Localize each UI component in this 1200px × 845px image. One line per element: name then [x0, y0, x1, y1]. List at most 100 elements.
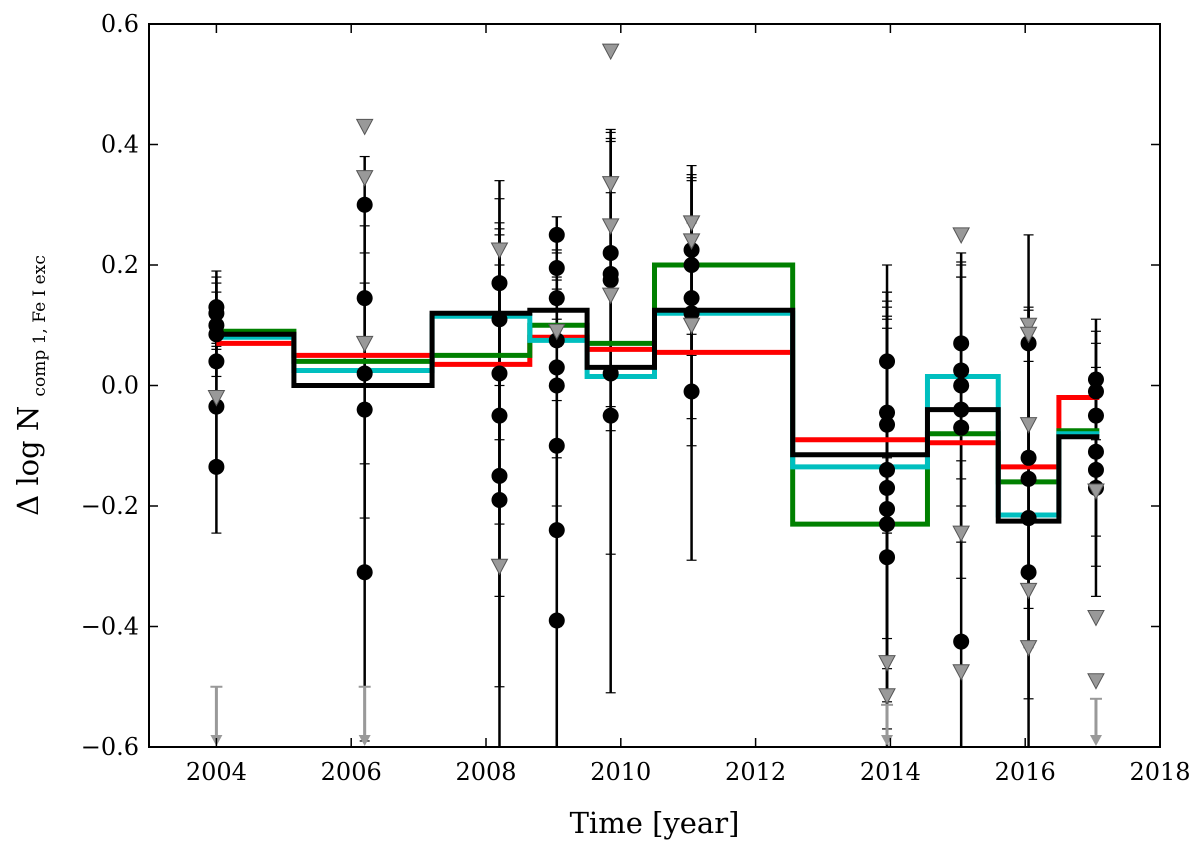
- step-line-red: [216, 334, 1100, 470]
- y-tick-label: −0.2: [81, 492, 139, 520]
- x-tick-label: 2016: [995, 758, 1056, 786]
- upper-limit-marker: [682, 233, 701, 250]
- data-point: [953, 419, 970, 436]
- data-point: [548, 359, 565, 376]
- y-tick-label: −0.4: [81, 613, 139, 641]
- data-point: [356, 196, 373, 213]
- x-axis-title: Time [year]: [570, 806, 740, 840]
- data-point: [683, 305, 700, 322]
- data-point: [208, 458, 225, 475]
- upper-limits-layer: [207, 43, 1105, 746]
- errorbars-layer: [211, 128, 1101, 747]
- y-axis-title-subscript: comp 1, Fe I exc: [30, 255, 50, 396]
- y-tick-label: −0.6: [81, 733, 139, 761]
- data-point: [879, 516, 896, 533]
- upper-limit-marker: [601, 43, 620, 61]
- data-point: [602, 272, 619, 289]
- data-point: [1020, 470, 1037, 487]
- data-point: [356, 365, 373, 382]
- ticks-layer: 2004 2006 2008 2010 2012 2014 2016 2018 −0.6 −0.4…: [81, 10, 1191, 786]
- data-point: [491, 491, 508, 508]
- data-point: [208, 305, 225, 322]
- y-axis-title: Δ log N comp 1, Fe I exc: [11, 255, 50, 516]
- data-point: [953, 401, 970, 418]
- data-point: [683, 257, 700, 273]
- x-tick-label: 2014: [860, 758, 921, 786]
- data-point: [1087, 461, 1104, 478]
- data-point: [683, 383, 700, 400]
- data-point: [879, 353, 896, 370]
- y-tick-label: 0.0: [101, 372, 139, 400]
- arrow-head: [1089, 735, 1102, 746]
- upper-limit-marker: [601, 287, 620, 305]
- data-point: [356, 401, 373, 418]
- data-point: [683, 290, 700, 307]
- upper-limit-marker: [952, 664, 971, 681]
- data-point: [208, 326, 225, 343]
- y-tick-label: 0.4: [101, 131, 139, 159]
- data-point: [548, 612, 565, 629]
- data-point: [602, 244, 619, 261]
- step-line-black: [216, 307, 1100, 524]
- data-point: [953, 633, 970, 650]
- x-tick-label: 2008: [455, 758, 516, 786]
- x-tick-label: 2018: [1129, 758, 1190, 786]
- data-point: [548, 377, 565, 394]
- upper-limit-marker: [952, 525, 971, 543]
- upper-limit-marker: [1019, 417, 1038, 434]
- upper-limit-marker: [682, 215, 701, 232]
- data-point: [491, 275, 508, 292]
- upper-limit-marker: [1087, 673, 1105, 690]
- upper-limit-marker: [1019, 640, 1038, 657]
- data-point: [879, 549, 896, 566]
- data-point: [548, 226, 565, 243]
- data-point: [1087, 407, 1104, 424]
- data-point: [1020, 449, 1037, 466]
- data-point: [1087, 371, 1104, 388]
- data-point: [491, 467, 508, 484]
- y-axis-title-main: Δ log N: [11, 406, 45, 516]
- upper-limit-marker: [878, 655, 896, 672]
- data-point: [879, 404, 896, 421]
- data-point: [1020, 510, 1037, 527]
- upper-limit-marker: [682, 317, 701, 335]
- x-tick-label: 2012: [725, 758, 786, 786]
- data-point: [879, 501, 896, 518]
- upper-limit-marker: [1087, 609, 1105, 627]
- upper-limit-marker: [547, 323, 566, 341]
- upper-limit-marker: [355, 170, 374, 187]
- arrow-head: [881, 735, 894, 746]
- data-point: [491, 407, 508, 424]
- upper-limit-marker: [1019, 326, 1038, 344]
- upper-limit-marker: [1087, 483, 1105, 500]
- data-point: [953, 362, 970, 379]
- data-point: [356, 564, 373, 581]
- x-tick-label: 2004: [186, 758, 247, 786]
- data-point: [208, 353, 225, 370]
- upper-limit-marker: [490, 242, 509, 259]
- data-point: [548, 437, 565, 454]
- data-point: [602, 407, 619, 424]
- data-point: [548, 522, 565, 539]
- upper-limit-marker: [1019, 582, 1038, 600]
- data-point: [879, 479, 896, 496]
- data-point: [1020, 564, 1037, 581]
- y-tick-label: 0.6: [101, 10, 139, 38]
- y-tick-label: 0.2: [101, 251, 139, 279]
- x-tick-label: 2006: [321, 758, 382, 786]
- data-point: [879, 461, 896, 478]
- upper-limit-marker: [601, 176, 620, 193]
- upper-limit-marker: [1019, 317, 1038, 335]
- data-point: [548, 260, 565, 277]
- data-point: [491, 311, 508, 328]
- data-point: [1087, 383, 1104, 400]
- upper-limit-marker: [207, 390, 226, 407]
- arrow-head: [358, 735, 371, 746]
- upper-limit-marker: [601, 218, 620, 235]
- data-point: [548, 290, 565, 307]
- upper-limit-marker: [878, 688, 896, 705]
- data-point: [356, 290, 373, 307]
- data-point: [1087, 443, 1104, 460]
- upper-limit-marker: [355, 118, 374, 136]
